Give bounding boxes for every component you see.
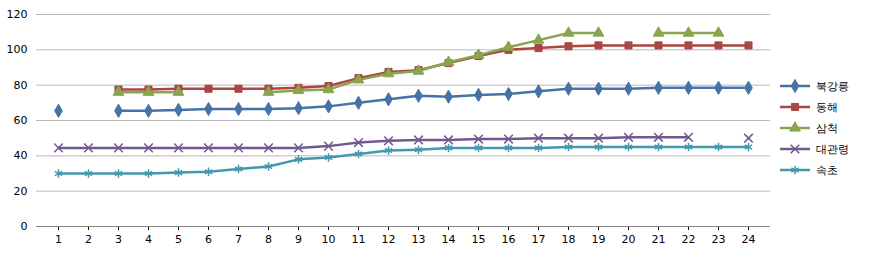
svg-text:10: 10 — [322, 233, 336, 246]
svg-text:40: 40 — [14, 149, 28, 162]
svg-text:120: 120 — [7, 8, 28, 21]
svg-text:2: 2 — [85, 233, 92, 246]
svg-text:13: 13 — [412, 233, 426, 246]
svg-text:20: 20 — [622, 233, 636, 246]
svg-text:4: 4 — [145, 233, 152, 246]
html-text:동해: 동해 — [816, 100, 838, 114]
svg-text:20: 20 — [14, 185, 28, 198]
html-text:대관령: 대관령 — [816, 142, 849, 156]
html-text:북강릉: 북강릉 — [816, 79, 849, 93]
html-text:속초: 속초 — [816, 163, 838, 177]
svg-text:12: 12 — [382, 233, 396, 246]
svg-text:24: 24 — [742, 233, 756, 246]
svg-text:0: 0 — [21, 220, 28, 233]
svg-text:18: 18 — [562, 233, 576, 246]
svg-text:22: 22 — [682, 233, 696, 246]
svg-text:15: 15 — [472, 233, 486, 246]
svg-text:3: 3 — [115, 233, 122, 246]
svg-text:100: 100 — [7, 43, 28, 56]
svg-text:8: 8 — [265, 233, 272, 246]
svg-text:60: 60 — [14, 114, 28, 127]
svg-text:9: 9 — [295, 233, 302, 246]
html-text:삼척: 삼척 — [816, 121, 838, 135]
svg-text:19: 19 — [592, 233, 606, 246]
svg-text:1: 1 — [55, 233, 62, 246]
svg-text:21: 21 — [652, 233, 666, 246]
svg-text:14: 14 — [442, 233, 456, 246]
svg-text:16: 16 — [502, 233, 516, 246]
svg-text:17: 17 — [532, 233, 546, 246]
svg-text:80: 80 — [14, 79, 28, 92]
svg-text:5: 5 — [175, 233, 182, 246]
svg-text:23: 23 — [712, 233, 726, 246]
svg-text:11: 11 — [352, 233, 366, 246]
svg-text:7: 7 — [235, 233, 242, 246]
svg-text:6: 6 — [205, 233, 212, 246]
